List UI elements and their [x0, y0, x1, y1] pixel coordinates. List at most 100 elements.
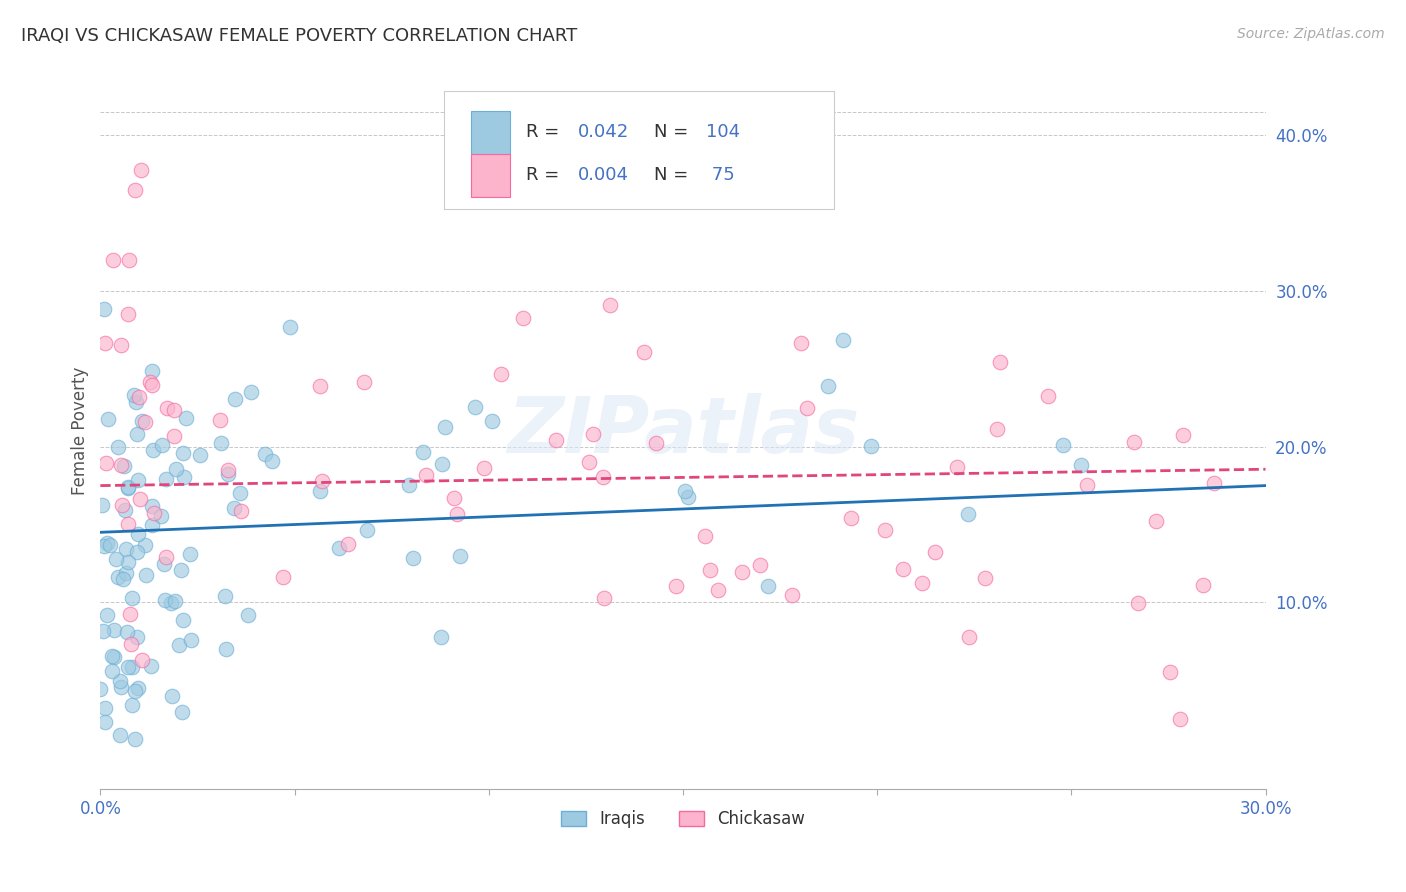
Point [443, 491, 465, 506]
Point [693, 529, 716, 543]
Point [472, 461, 495, 475]
Point [153, 592, 176, 607]
Point [165, 461, 187, 475]
Point [217, 467, 239, 481]
Point [117, 480, 139, 494]
Point [946, 459, 969, 474]
Point [94, 456, 117, 470]
Point [1168, 712, 1191, 726]
Point [578, 454, 600, 468]
Point [673, 483, 696, 498]
Point [96, 607, 118, 622]
Point [986, 422, 1008, 436]
Point [790, 335, 813, 350]
Point [124, 183, 146, 197]
Point [699, 563, 721, 577]
Point [156, 401, 179, 415]
Point [1076, 477, 1098, 491]
Point [112, 459, 135, 474]
Point [120, 637, 142, 651]
Point [97, 411, 120, 425]
Point [93, 624, 115, 639]
Point [633, 345, 655, 359]
Point [115, 541, 138, 556]
Point [141, 517, 163, 532]
Point [134, 537, 156, 551]
Point [104, 551, 127, 566]
Point [128, 491, 150, 506]
Point [110, 458, 132, 472]
Point [173, 470, 195, 484]
Point [434, 419, 457, 434]
Point [839, 511, 862, 525]
Point [117, 556, 139, 570]
Text: R =: R = [526, 167, 565, 185]
Point [163, 403, 186, 417]
Point [122, 387, 145, 401]
Point [1052, 438, 1074, 452]
Point [645, 436, 668, 450]
Point [676, 490, 699, 504]
Point [180, 633, 202, 648]
Point [224, 392, 246, 407]
Point [254, 448, 277, 462]
Point [101, 665, 124, 679]
Point [103, 649, 125, 664]
Point [103, 623, 125, 637]
Point [353, 376, 375, 390]
Point [93, 539, 115, 553]
Point [271, 570, 294, 584]
Text: 0.042: 0.042 [578, 123, 630, 142]
Point [311, 475, 333, 489]
Point [973, 571, 995, 585]
Point [96, 536, 118, 550]
Point [238, 608, 260, 623]
Point [167, 638, 190, 652]
Point [891, 562, 914, 576]
Point [512, 311, 534, 326]
Point [115, 624, 138, 639]
Point [125, 630, 148, 644]
Point [860, 438, 883, 452]
Point [592, 470, 614, 484]
Point [141, 658, 163, 673]
Text: IRAQI VS CHICKASAW FEMALE POVERTY CORRELATION CHART: IRAQI VS CHICKASAW FEMALE POVERTY CORREL… [21, 27, 578, 45]
Point [121, 659, 143, 673]
Text: N =: N = [654, 123, 693, 142]
Point [415, 467, 437, 482]
Point [224, 500, 246, 515]
Point [1159, 665, 1181, 680]
Point [125, 427, 148, 442]
Point [188, 448, 211, 462]
Point [149, 509, 172, 524]
Point [593, 591, 616, 606]
Point [98, 538, 121, 552]
Point [172, 705, 194, 719]
Point [107, 441, 129, 455]
Point [1036, 389, 1059, 403]
Point [124, 684, 146, 698]
Point [115, 566, 138, 580]
Point [910, 575, 932, 590]
Point [162, 689, 184, 703]
Point [398, 478, 420, 492]
FancyBboxPatch shape [471, 154, 510, 196]
Point [93, 302, 115, 317]
Point [707, 583, 730, 598]
Point [108, 728, 131, 742]
Point [131, 414, 153, 428]
Point [489, 368, 512, 382]
Point [127, 526, 149, 541]
Point [278, 319, 301, 334]
Point [124, 732, 146, 747]
Point [817, 379, 839, 393]
Point [117, 307, 139, 321]
Point [172, 445, 194, 459]
Point [114, 502, 136, 516]
Point [90, 498, 112, 512]
Point [749, 558, 772, 572]
Point [118, 607, 141, 621]
Point [328, 541, 350, 555]
Point [125, 395, 148, 409]
Point [432, 457, 454, 471]
